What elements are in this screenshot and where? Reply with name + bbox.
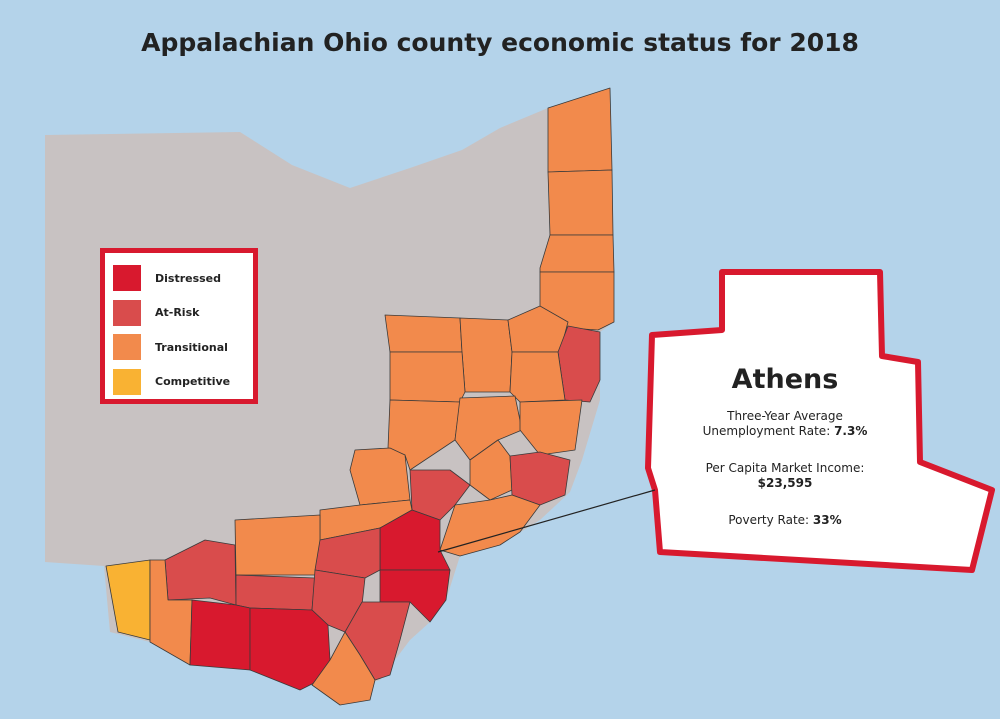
county [189, 599, 251, 671]
stat: Per Capita Market Income: $23,595 [695, 461, 875, 491]
county [384, 314, 463, 353]
stat: Poverty Rate: 33% [695, 513, 875, 528]
county [234, 514, 321, 576]
county [311, 631, 376, 706]
callout-box [645, 269, 995, 573]
county [539, 234, 615, 273]
county [235, 574, 316, 611]
legend-label: Transitional [155, 340, 228, 354]
callout: Athens Three-Year Average Unemployment R… [650, 350, 920, 550]
legend-item: Transitional [113, 334, 228, 360]
stat-label: Per Capita Market Income: [705, 461, 865, 475]
legend-swatch [113, 299, 141, 326]
stat-label: Poverty Rate: [728, 513, 810, 527]
callout-pointer [437, 489, 656, 553]
stat: Three-Year Average Unemployment Rate: 7.… [695, 409, 875, 439]
legend-item: At-Risk [113, 299, 200, 326]
county [557, 325, 601, 403]
county [439, 494, 541, 557]
legend: Distressed At-Risk Transitional Competitive [100, 248, 258, 404]
county [519, 399, 583, 456]
legend-swatch [113, 368, 141, 395]
legend-label: Competitive [155, 375, 231, 388]
legend-swatch [113, 265, 141, 291]
stat-value: 33% [812, 513, 842, 527]
county [509, 351, 566, 403]
title: Appalachian Ohio county economic status … [141, 28, 859, 57]
legend-item: Competitive [113, 368, 231, 395]
county [349, 447, 411, 506]
stat-label: Three-Year Average Unemployment Rate: [702, 409, 843, 438]
callout-stats: Three-Year Average Unemployment Rate: 7.… [650, 409, 920, 528]
legend-swatch [113, 334, 141, 360]
stat-value: 7.3% [834, 424, 868, 438]
counties [105, 87, 615, 706]
county [389, 351, 466, 403]
stat-value: $23,595 [757, 476, 813, 490]
county [314, 527, 381, 579]
legend-label: Distressed [155, 271, 222, 285]
callout-title: Athens [731, 364, 839, 395]
county [459, 317, 513, 393]
county [547, 169, 614, 236]
legend-label: At-Risk [155, 306, 200, 319]
county [547, 87, 613, 173]
legend-item: Distressed [113, 265, 221, 291]
